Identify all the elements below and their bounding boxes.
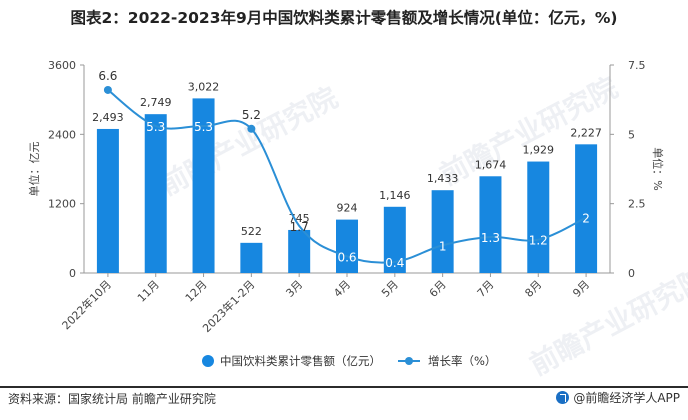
growth-rate-label: 1.2 [529,234,548,248]
growth-rate-point [247,124,256,133]
x-tick-label: 4月 [331,278,353,300]
y-right-tick-label: 5 [628,128,635,141]
source-note: 资料来源：国家统计局 前瞻产业研究院 [8,392,216,406]
x-tick-label: 11月 [135,278,162,305]
bar [192,98,215,273]
bar-value-label: 1,674 [475,158,507,171]
growth-rate-label: 5.3 [194,120,213,134]
growth-rate-label: 5.3 [146,120,165,134]
x-tick-label: 3月 [283,278,305,300]
bar [527,161,550,273]
bar [96,128,119,273]
growth-rate-label: 1.3 [481,231,500,245]
bar-value-label: 522 [241,225,262,238]
growth-rate-label: 6.6 [98,69,117,83]
growth-rate-label: 2 [582,212,590,226]
growth-rate-point [103,85,112,94]
legend-bar-label: 中国饮料类累计零售额（亿元） [220,354,381,368]
bar-value-label: 1,433 [427,172,459,185]
bar-value-label: 3,022 [188,80,220,93]
y-left-tick-label: 1200 [48,198,76,211]
bar-value-label: 2,493 [92,111,124,124]
growth-rate-line [107,89,587,264]
x-tick-label: 9月 [570,278,592,300]
y-left-axis-title: 单位：亿元 [27,142,41,197]
y-right-tick-label: 2.5 [628,198,646,211]
y-right-tick-label: 7.5 [628,59,646,72]
bar-value-label: 2,749 [140,96,172,109]
bar-value-label: 1,146 [379,189,411,202]
brand-logo-icon [556,391,570,404]
growth-rate-label: 5.2 [242,108,261,122]
x-tick-label: 6月 [427,278,449,300]
brand-text: @前瞻经济学人APP [573,391,680,405]
y-left-tick-label: 0 [69,267,76,280]
bar [383,206,406,273]
bar-value-label: 924 [337,202,358,215]
legend-line-marker [405,357,413,365]
y-left-tick-label: 3600 [48,59,76,72]
bar [288,229,311,273]
footer-rule [0,386,688,388]
bar [431,190,454,273]
y-right-tick-label: 0 [628,267,635,280]
bar [240,242,263,273]
x-tick-label: 5月 [379,278,401,300]
chart-svg: 0 1200 2400 3600 0 2.5 5 7.5 单位：亿元 单位：% 2,493 2022年… [27,59,665,368]
x-tick-label: 12月 [183,278,210,305]
x-tick-label: 7月 [475,278,497,300]
y-right-axis-title: 单位：% [651,147,665,190]
x-tick-label: 2022年10月 [59,277,114,332]
growth-rate-label: 0.4 [385,256,404,270]
legend-bar-swatch [202,355,214,367]
growth-rate-label: 1.7 [290,220,309,234]
growth-rate-label: 1 [439,239,447,253]
bar [144,114,167,274]
chart-title: 图表2：2022-2023年9月中国饮料类累计零售额及增长情况(单位：亿元，%) [70,9,618,27]
legend-line-label: 增长率（%） [428,354,496,368]
bar-value-label: 2,227 [570,126,602,139]
bar-value-label: 1,929 [523,144,555,157]
y-left-tick-label: 2400 [48,128,76,141]
bar [336,219,358,273]
bar [479,176,502,273]
growth-rate-label: 0.6 [337,250,356,264]
brand-logo: @前瞻经济学人APP [556,389,680,406]
bar [575,144,598,273]
x-tick-label: 8月 [522,278,544,300]
